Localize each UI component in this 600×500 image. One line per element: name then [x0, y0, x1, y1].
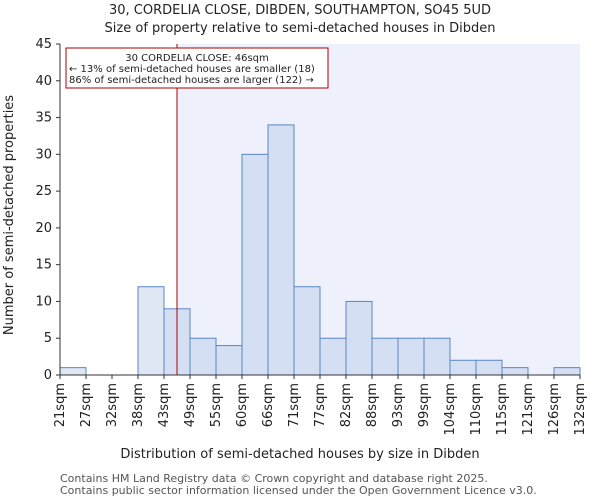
x-tick-label: 126sqm: [547, 383, 562, 436]
bar-99sqm: [423, 337, 451, 376]
bar-71sqm: [293, 286, 321, 376]
bar-93sqm: [397, 337, 425, 376]
x-tick-label: 38sqm: [131, 383, 146, 427]
y-tick-label: 15: [35, 258, 52, 273]
y-tick-label: 0: [44, 368, 52, 383]
chart-title: 30, CORDELIA CLOSE, DIBDEN, SOUTHAMPTON,…: [109, 3, 491, 18]
footer-copyright: Contains HM Land Registry data © Crown c…: [60, 472, 488, 485]
x-tick-label: 115sqm: [495, 383, 510, 436]
y-tick-label: 40: [35, 74, 52, 89]
bar-77sqm: [319, 337, 347, 376]
x-tick-label: 21sqm: [53, 383, 68, 427]
bar-49sqm: [189, 337, 217, 376]
x-tick-label: 49sqm: [183, 383, 198, 427]
x-ticks-group: 21sqm 27sqm 32sqm 38sqm 43sqm 49sqm 55sqm 60sqm…: [53, 375, 588, 436]
bar-55sqm: [215, 345, 243, 376]
x-tick-label: 121sqm: [521, 383, 536, 436]
x-tick-label: 88sqm: [365, 383, 380, 427]
x-tick-label: 43sqm: [157, 383, 172, 427]
larger-properties-region: [177, 44, 580, 375]
y-ticks-group: 0 5 10 15 20 25 30 35 40 45: [35, 37, 60, 383]
bar-115sqm: [501, 367, 529, 376]
y-tick-label: 20: [35, 221, 52, 236]
y-axis-label: Number of semi-detached properties: [2, 95, 17, 335]
bar-88sqm: [371, 337, 399, 376]
bar-126sqm: [553, 367, 581, 376]
y-tick-label: 35: [35, 111, 52, 126]
x-tick-label: 66sqm: [261, 383, 276, 427]
x-tick-label: 71sqm: [287, 383, 302, 427]
bar-38sqm: [137, 286, 165, 376]
y-tick-label: 30: [35, 147, 52, 162]
x-tick-label: 32sqm: [105, 383, 120, 427]
chart-subtitle: Size of property relative to semi-detach…: [105, 21, 496, 36]
x-axis-label: Distribution of semi-detached houses by …: [120, 447, 479, 462]
x-tick-label: 55sqm: [209, 383, 224, 427]
bar-104sqm: [449, 359, 477, 376]
x-tick-label: 82sqm: [339, 383, 354, 427]
annotation-larger: 86% of semi-detached houses are larger (…: [69, 75, 314, 86]
x-tick-label: 110sqm: [469, 383, 484, 436]
bar-66sqm: [267, 124, 295, 376]
y-tick-label: 10: [35, 294, 52, 309]
x-tick-label: 99sqm: [417, 383, 432, 427]
annotation-box: 30 CORDELIA CLOSE: 46sqm ← 13% of semi-d…: [65, 47, 329, 89]
footer-licence: Contains public sector information licen…: [60, 484, 537, 497]
x-tick-label: 60sqm: [235, 383, 250, 427]
annotation-title: 30 CORDELIA CLOSE: 46sqm: [125, 53, 269, 64]
y-tick-label: 45: [35, 37, 52, 52]
bar-82sqm: [345, 300, 373, 376]
x-tick-label: 132sqm: [573, 383, 588, 436]
annotation-border: [65, 47, 329, 89]
x-tick-label: 93sqm: [391, 383, 406, 427]
x-tick-label: 104sqm: [443, 383, 458, 436]
annotation-smaller: ← 13% of semi-detached houses are smalle…: [69, 64, 315, 75]
bar-60sqm: [241, 153, 269, 376]
bar-21sqm: [59, 367, 87, 376]
bars-group: [59, 124, 581, 376]
x-tick-label: 77sqm: [313, 383, 328, 427]
x-tick-label: 27sqm: [79, 383, 94, 427]
bar-110sqm: [475, 359, 503, 376]
y-tick-label: 5: [44, 331, 52, 346]
y-tick-label: 25: [35, 184, 52, 199]
